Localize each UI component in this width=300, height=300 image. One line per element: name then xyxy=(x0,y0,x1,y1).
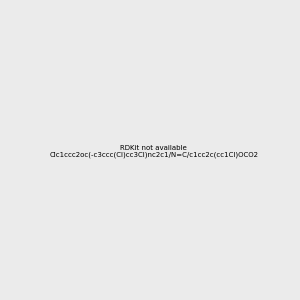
Text: RDKit not available
Clc1ccc2oc(-c3ccc(Cl)cc3Cl)nc2c1/N=C/c1cc2c(cc1Cl)OCO2: RDKit not available Clc1ccc2oc(-c3ccc(Cl… xyxy=(49,145,258,158)
